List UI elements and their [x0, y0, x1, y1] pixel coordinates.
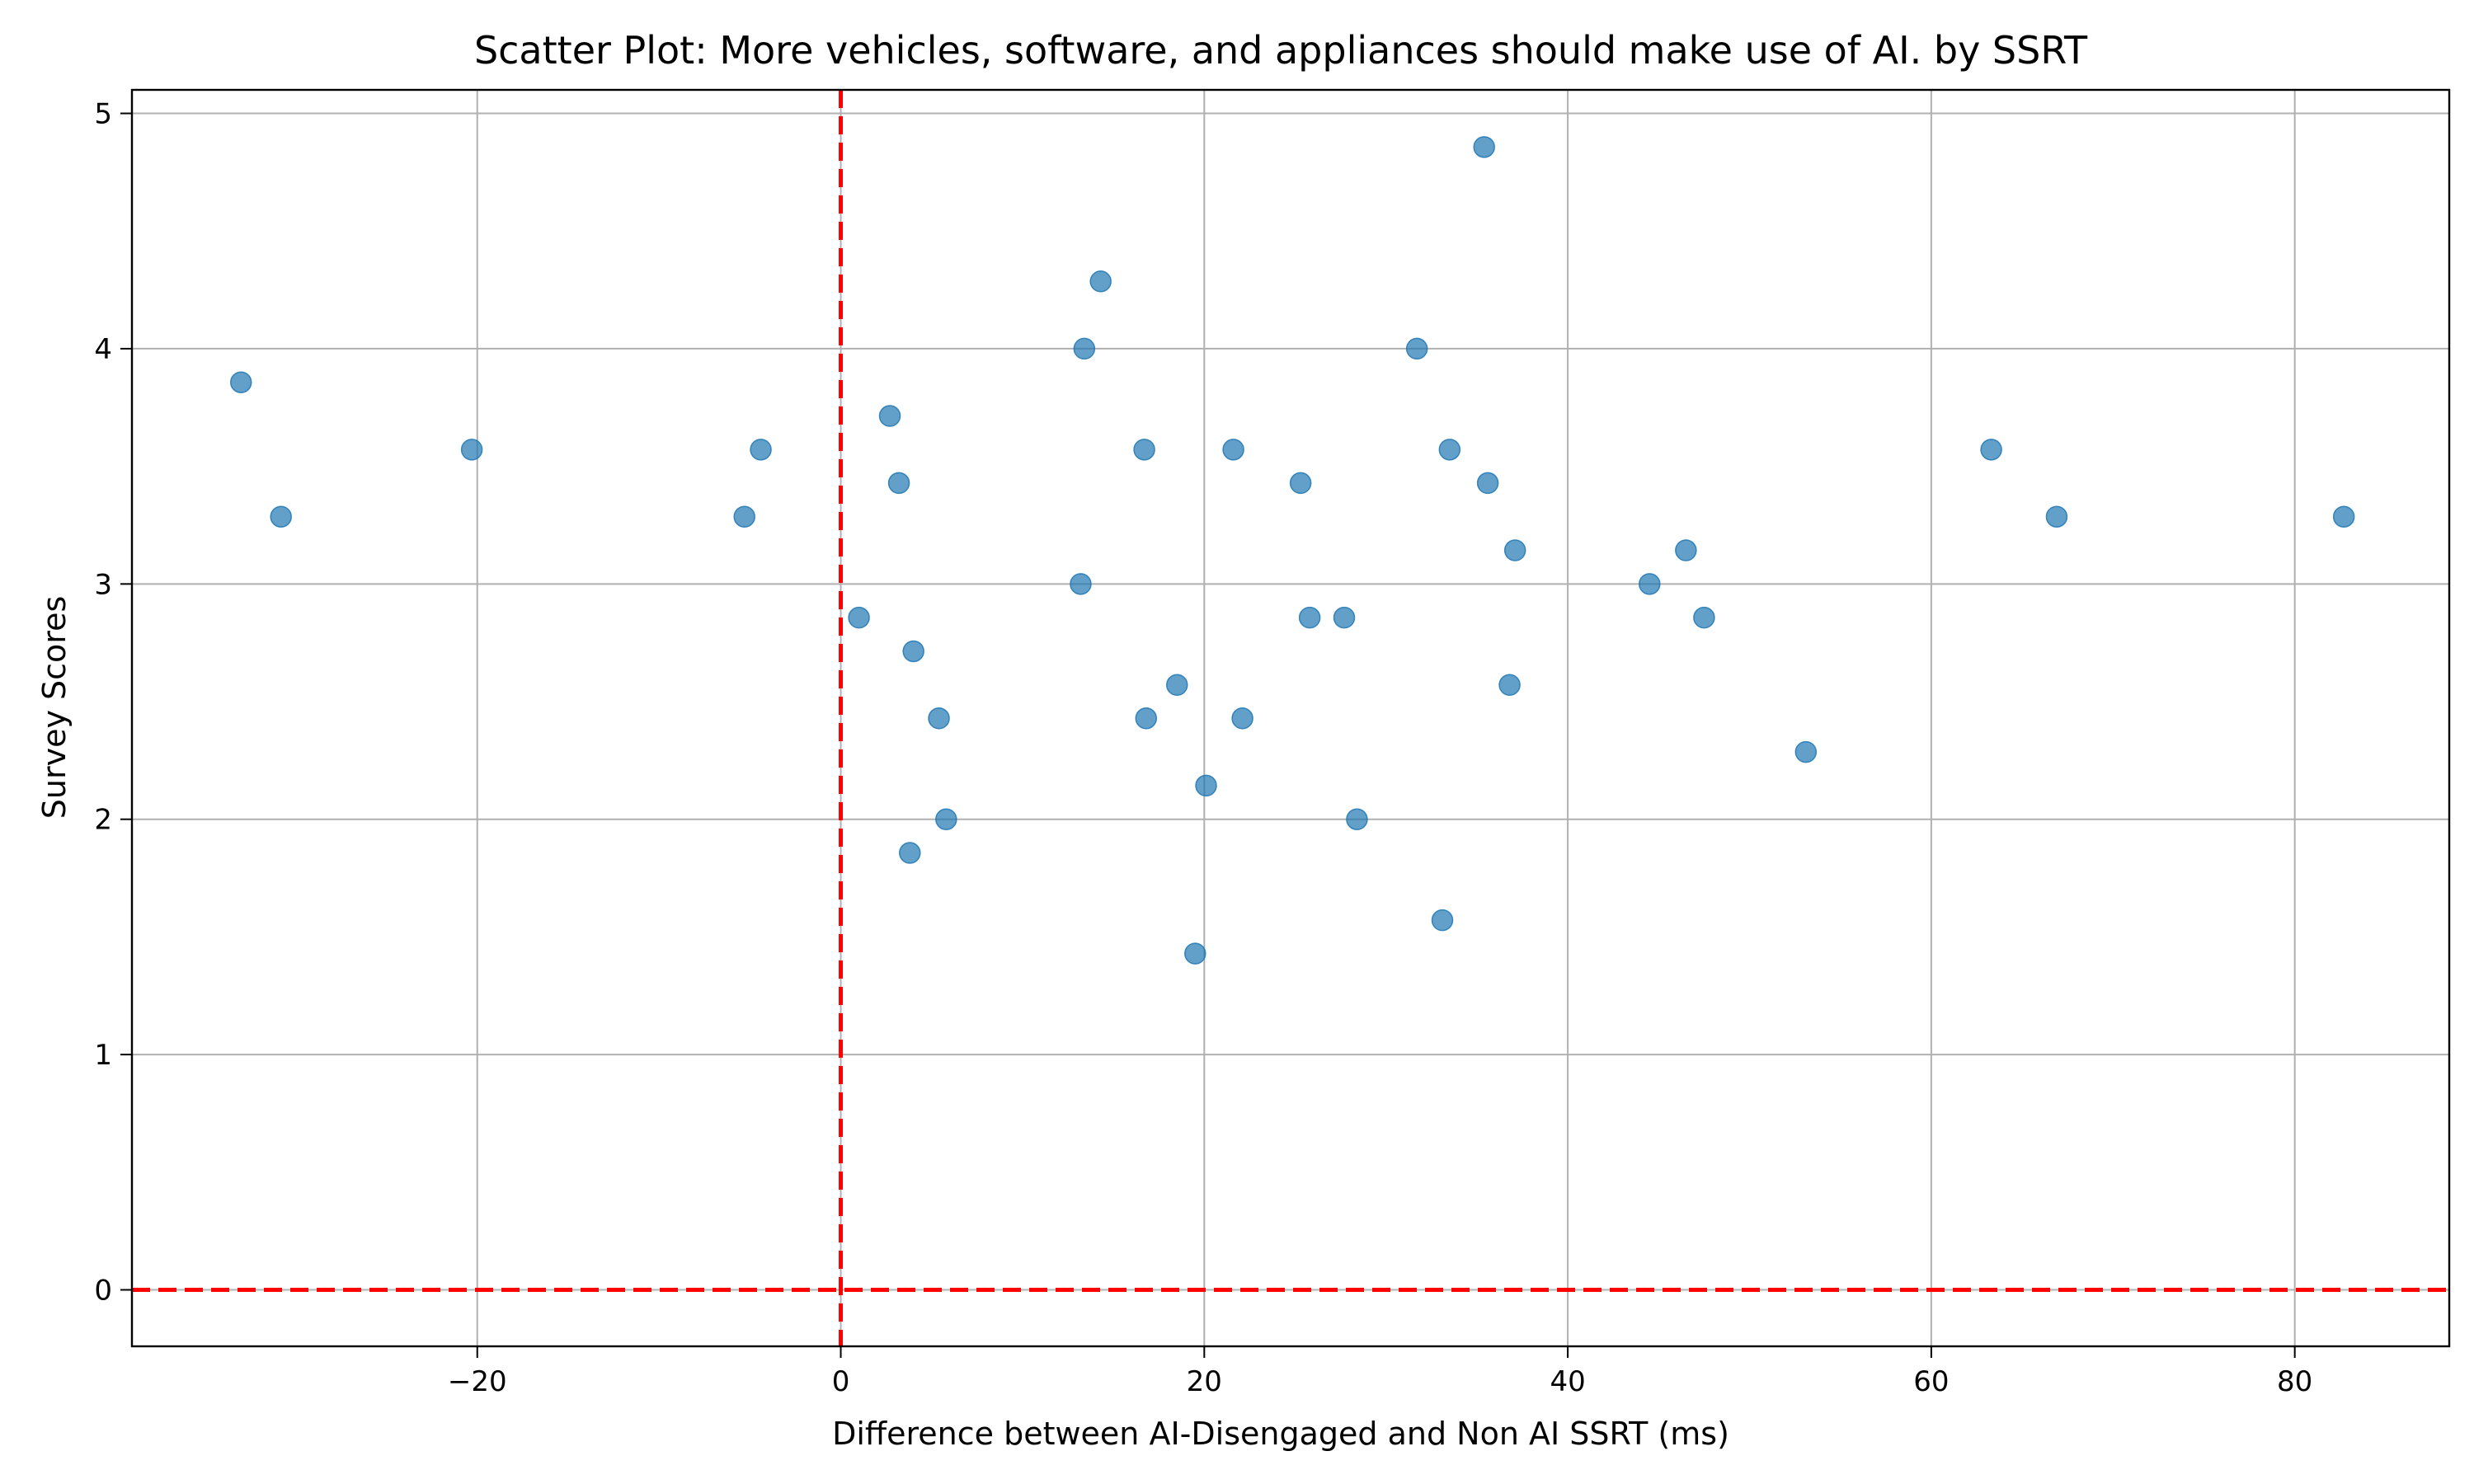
y-tick-label: 5: [94, 98, 112, 131]
scatter-point: [1438, 439, 1461, 461]
scatter-point: [460, 439, 483, 461]
scatter-point: [1405, 337, 1428, 360]
data-points: [229, 136, 2355, 965]
scatter-point: [1073, 337, 1096, 360]
scatter-point: [1473, 136, 1495, 158]
scatter-point: [1346, 808, 1368, 830]
scatter-point: [1980, 439, 2002, 461]
x-tick-label: 80: [2277, 1365, 2312, 1398]
scatter-point: [1498, 674, 1521, 697]
scatter-point: [902, 640, 924, 663]
y-tick-label: 0: [94, 1275, 112, 1308]
scatter-point: [1794, 740, 1818, 763]
chart-title: Scatter Plot: More vehicles, software, a…: [474, 28, 2088, 73]
x-axis-label: Difference between AI-Disengaged and Non…: [832, 1416, 1729, 1452]
scatter-point: [1089, 270, 1112, 293]
scatter-point: [270, 505, 292, 528]
scatter-point: [928, 707, 950, 730]
scatter-point: [1166, 674, 1188, 697]
scatter-point: [1222, 439, 1244, 461]
scatter-point: [1135, 707, 1158, 730]
scatter-point: [878, 405, 901, 427]
scatter-point: [1070, 573, 1092, 595]
scatter-point: [1231, 707, 1253, 730]
scatter-point: [1184, 942, 1206, 965]
y-tick-label: 3: [94, 568, 112, 601]
y-tick-label: 1: [94, 1039, 112, 1072]
scatter-point: [750, 439, 772, 461]
scatter-point: [2045, 505, 2068, 528]
scatter-point: [1431, 909, 1454, 932]
scatter-point: [899, 842, 921, 864]
y-axis-label: Survey Scores: [36, 596, 73, 819]
x-tick-label: −20: [448, 1365, 507, 1398]
scatter-point: [1195, 774, 1217, 797]
reference-lines: [132, 90, 2449, 1346]
x-tick-label: 60: [1913, 1365, 1949, 1398]
scatter-point: [848, 606, 870, 629]
y-tick-label: 4: [94, 333, 112, 366]
plot-frame: [130, 88, 2451, 1348]
scatter-point: [887, 472, 910, 495]
scatter-point: [2332, 505, 2355, 528]
scatter-point: [1333, 606, 1356, 629]
scatter-point: [1298, 606, 1321, 629]
axis-ticks: −20 0 20 40 60 80 0 1 2 3 4 5: [94, 98, 2312, 1398]
scatter-point: [733, 505, 755, 528]
scatter-point: [1693, 606, 1715, 629]
y-tick-label: 2: [94, 804, 112, 837]
scatter-point: [1133, 439, 1155, 461]
scatter-point: [1476, 472, 1499, 495]
scatter-point: [1639, 573, 1661, 595]
scatter-point: [1289, 472, 1312, 495]
x-tick-label: 20: [1187, 1365, 1222, 1398]
scatter-point: [1503, 539, 1526, 561]
x-tick-label: 40: [1550, 1365, 1585, 1398]
scatter-point: [1675, 539, 1697, 561]
scatter-point: [935, 808, 957, 830]
scatter-point: [229, 371, 252, 393]
x-tick-label: 0: [832, 1365, 850, 1398]
